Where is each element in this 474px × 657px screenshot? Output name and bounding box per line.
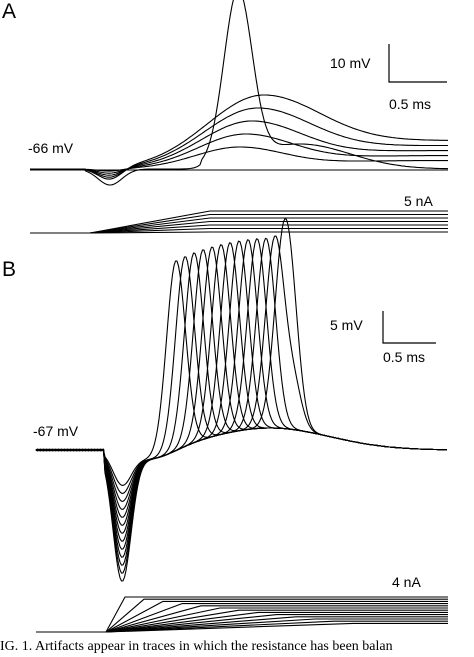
voltage-trace-a	[30, 107, 448, 178]
voltage-trace-a	[30, 0, 449, 186]
voltage-trace-b	[35, 235, 447, 574]
voltage-traces-b	[35, 217, 447, 582]
scale-bar-b	[382, 311, 436, 344]
current-trace-a	[30, 213, 448, 234]
voltage-trace-a	[30, 94, 449, 180]
voltage-trace-b	[35, 237, 447, 566]
voltage-traces-a	[30, 0, 449, 186]
voltage-trace-b	[35, 260, 447, 486]
voltage-trace-b	[35, 238, 447, 558]
panel-label-b: B	[2, 258, 17, 281]
scale-bar-a	[388, 44, 447, 83]
current-trace-a	[30, 231, 448, 234]
time-scale-label-b: 0.5 ms	[383, 349, 426, 365]
voltage-scale-label-b: 5 mV	[330, 317, 363, 333]
figure-caption: IG. 1. Artifacts appear in traces in whi…	[0, 639, 393, 654]
voltage-trace-b	[35, 217, 447, 582]
voltage-trace-b	[35, 244, 447, 526]
voltage-trace-b	[35, 239, 447, 550]
current-scale-label-a: 5 nA	[404, 193, 433, 209]
current-scale-label-b: 4 nA	[392, 574, 421, 590]
current-trace-b	[36, 620, 448, 633]
voltage-scale-label-a: 10 mV	[330, 55, 371, 71]
current-traces-a	[30, 210, 448, 234]
panel-label-a: A	[2, 0, 17, 23]
current-trace-b	[36, 611, 448, 633]
current-trace-b	[36, 622, 448, 633]
voltage-trace-a	[30, 120, 448, 176]
current-traces-b	[36, 596, 448, 633]
voltage-trace-a	[30, 133, 448, 174]
current-trace-a	[30, 220, 448, 234]
resting-potential-label-b: -67 mV	[33, 423, 79, 439]
current-trace-b	[36, 607, 448, 633]
time-scale-label-a: 0.5 ms	[389, 96, 432, 112]
resting-potential-label-a: -66 mV	[28, 140, 74, 156]
